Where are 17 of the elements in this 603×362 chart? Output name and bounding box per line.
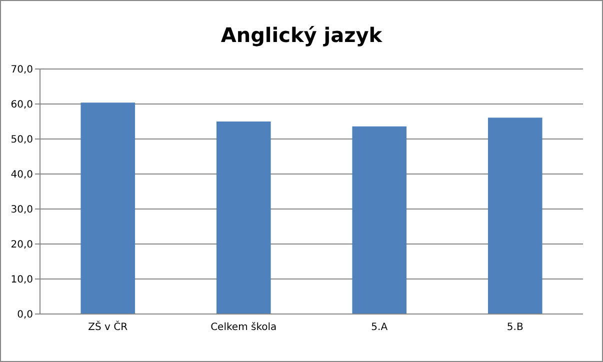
y-tick-label: 40,0 — [10, 170, 33, 180]
y-tick-label: 50,0 — [10, 134, 33, 146]
y-tick-label: 20,0 — [10, 240, 33, 250]
chart-title: Anglický jazyk — [220, 23, 383, 47]
x-tick-label: ZŠ v ČR — [88, 320, 128, 333]
bar — [80, 102, 136, 314]
x-tick-label: 5.A — [371, 322, 388, 333]
x-tick-label: Celkem škola — [210, 322, 277, 333]
x-tick-label: 5.B — [506, 322, 524, 333]
bar — [488, 118, 542, 314]
bar — [352, 126, 407, 314]
y-tick-label: 10,0 — [10, 274, 33, 286]
bar — [216, 122, 271, 314]
y-tick-label: 0,0 — [17, 310, 33, 320]
y-tick-label: 30,0 — [10, 204, 33, 216]
y-tick-label: 70,0 — [10, 64, 33, 76]
y-tick-label: 60,0 — [10, 100, 33, 110]
